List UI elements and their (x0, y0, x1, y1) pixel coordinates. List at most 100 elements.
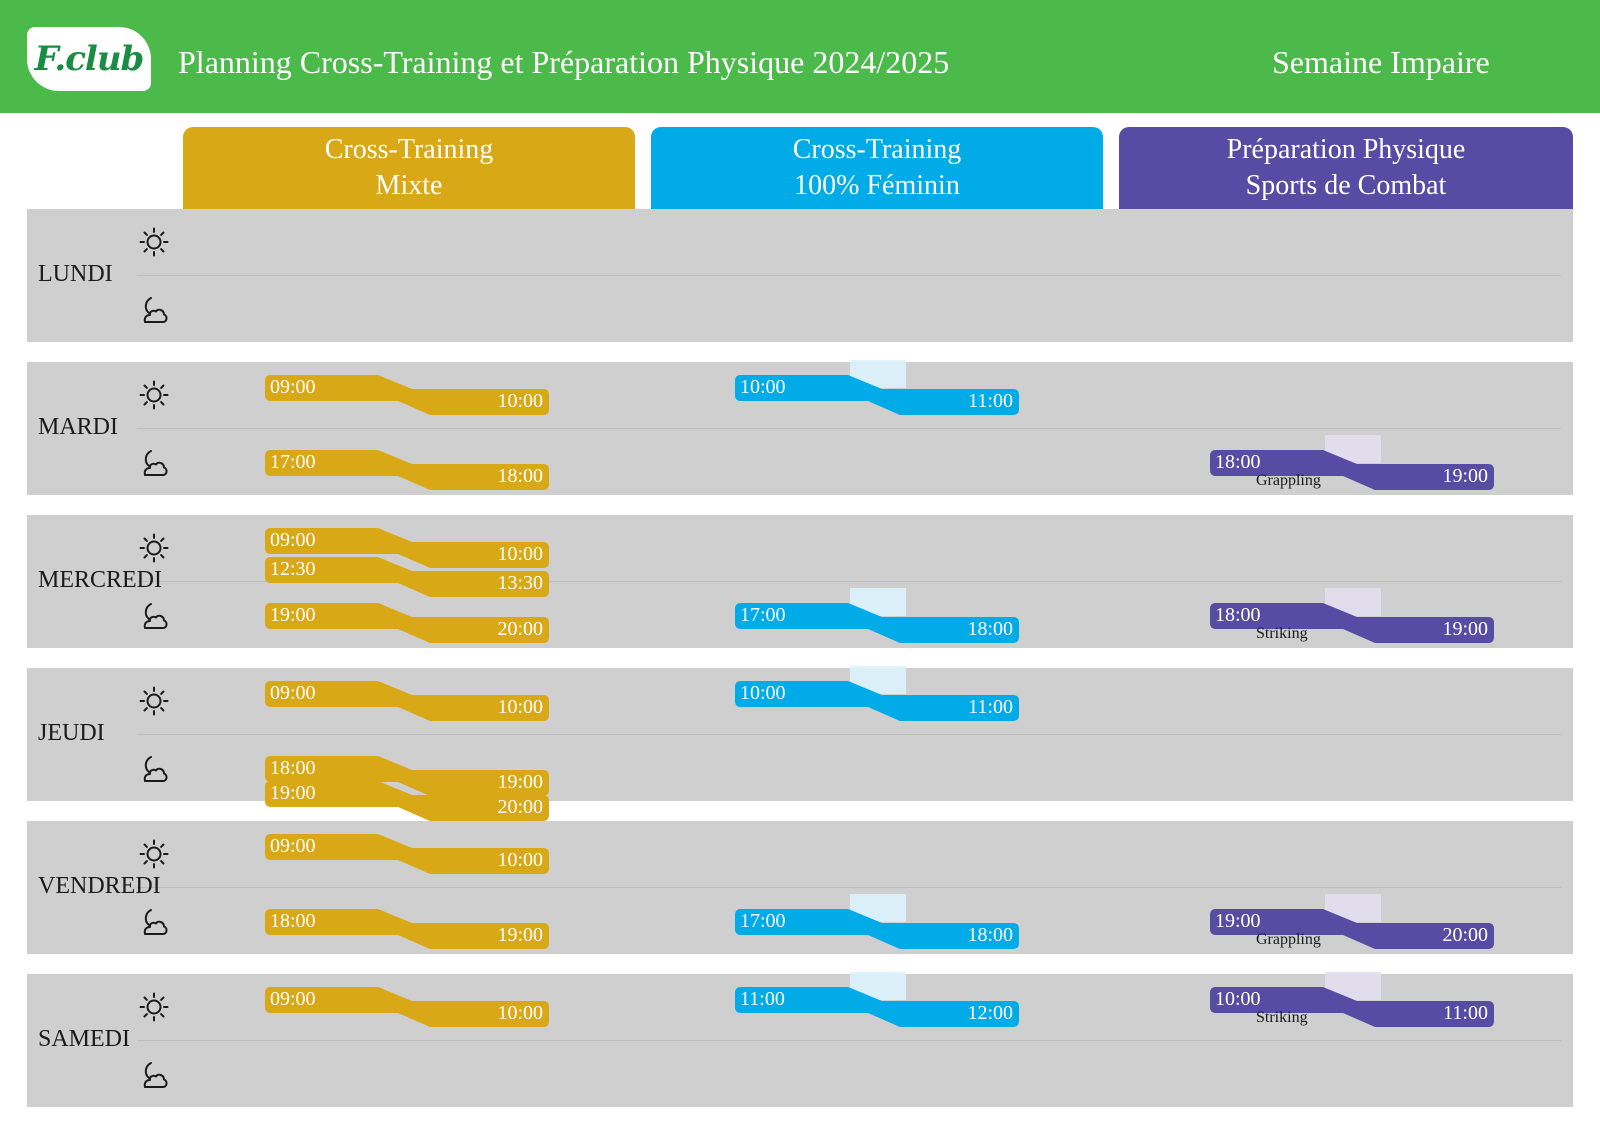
day-name: MARDI (38, 414, 119, 440)
session-start-time: 09:00 (270, 529, 316, 551)
column-header-line1: Préparation Physique (1226, 134, 1466, 165)
session-end-time: 11:00 (1443, 1002, 1488, 1024)
sun-icon (139, 839, 169, 869)
sun-icon (139, 380, 169, 410)
session-slot[interactable]: 18:00 19:00 Striking (1210, 603, 1494, 643)
session-slot[interactable]: 17:00 18:00 (735, 909, 1019, 949)
moon-cloud-icon (139, 295, 169, 325)
session-slot[interactable]: 10:00 11:00 (735, 681, 1019, 721)
session-start-time: 10:00 (1215, 988, 1261, 1010)
session-start-time: 10:00 (740, 376, 786, 398)
sun-icon (139, 533, 169, 563)
session-slot[interactable]: 09:00 10:00 (265, 528, 549, 568)
day-row-samedi: SAMEDI 09:00 10:00 11:00 12:00 10:00 11:00 Stri… (27, 972, 1573, 1107)
session-end-time: 10:00 (497, 696, 543, 718)
moon-cloud-icon (139, 754, 169, 784)
sun-icon (139, 992, 169, 1022)
moon-cloud-icon (139, 448, 169, 478)
row-divider (137, 887, 1561, 888)
week-label: Semaine Impaire (1272, 44, 1490, 80)
session-end-time: 18:00 (967, 924, 1013, 946)
session-start-time: 18:00 (1215, 451, 1261, 473)
session-end-time: 19:00 (1442, 465, 1488, 487)
day-row-vendredi: VENDREDI 09:00 10:00 18:00 19:00 17:00 18:00 19… (27, 821, 1573, 954)
session-slot[interactable]: 09:00 10:00 (265, 834, 549, 874)
session-end-time: 13:30 (497, 572, 543, 594)
session-discipline-label: Striking (1256, 625, 1308, 642)
sun-icon (139, 227, 169, 257)
column-header-line2: 100% Féminin (794, 170, 960, 201)
session-start-time: 12:30 (270, 558, 316, 580)
session-end-time: 18:00 (497, 465, 543, 487)
session-start-time: 19:00 (270, 782, 316, 804)
session-slot[interactable]: 09:00 10:00 (265, 375, 549, 415)
day-name: LUNDI (38, 261, 113, 287)
session-slot[interactable]: 10:00 11:00 (735, 375, 1019, 415)
session-start-time: 17:00 (740, 910, 786, 932)
row-divider (137, 581, 1561, 582)
day-row-mardi: MARDI 09:00 10:00 10:00 11:00 17:00 18:00 18:00… (27, 360, 1573, 495)
column-header-preparation-physique: Préparation Physique Sports de Combat (1119, 127, 1573, 209)
session-end-time: 20:00 (497, 796, 543, 818)
moon-cloud-icon (139, 601, 169, 631)
session-end-time: 18:00 (967, 618, 1013, 640)
day-name: JEUDI (38, 720, 105, 746)
session-start-time: 18:00 (270, 910, 316, 932)
row-divider (137, 1040, 1561, 1041)
session-slot[interactable]: 19:00 20:00 (265, 603, 549, 643)
day-row-lundi: LUNDI (27, 209, 1573, 342)
session-start-time: 10:00 (740, 682, 786, 704)
day-name: VENDREDI (38, 873, 161, 899)
session-slot[interactable]: 19:00 20:00 (265, 781, 549, 821)
session-start-time: 11:00 (740, 988, 785, 1010)
row-divider (137, 734, 1561, 735)
header-bar: F.club Planning Cross-Training et Prépar… (0, 0, 1600, 113)
moon-cloud-icon (139, 907, 169, 937)
page-title: Planning Cross-Training et Préparation P… (178, 44, 950, 80)
session-slot[interactable]: 09:00 10:00 (265, 987, 549, 1027)
session-slot[interactable]: 10:00 11:00 Striking (1210, 987, 1494, 1027)
session-end-time: 10:00 (497, 849, 543, 871)
sun-icon (139, 686, 169, 716)
session-slot[interactable]: 17:00 18:00 (265, 450, 549, 490)
day-row-mercredi: MERCREDI 09:00 10:00 12:30 13:30 19:00 20:00 17… (27, 515, 1573, 648)
column-header-line2: Sports de Combat (1245, 170, 1447, 201)
session-start-time: 18:00 (270, 757, 316, 779)
session-discipline-label: Grappling (1256, 931, 1321, 948)
session-start-time: 09:00 (270, 376, 316, 398)
session-slot[interactable]: 18:00 19:00 Grappling (1210, 450, 1494, 490)
session-discipline-label: Grappling (1256, 472, 1321, 489)
session-end-time: 20:00 (497, 618, 543, 640)
session-end-time: 10:00 (497, 1002, 543, 1024)
session-start-time: 17:00 (740, 604, 786, 626)
session-slot[interactable]: 18:00 19:00 (265, 909, 549, 949)
session-start-time: 18:00 (1215, 604, 1261, 626)
session-slot[interactable]: 12:30 13:30 (265, 557, 549, 597)
row-divider (137, 428, 1561, 429)
session-end-time: 10:00 (497, 543, 543, 565)
session-end-time: 20:00 (1442, 924, 1488, 946)
session-slot[interactable]: 11:00 12:00 (735, 987, 1019, 1027)
session-end-time: 11:00 (968, 390, 1013, 412)
day-name: MERCREDI (38, 567, 163, 593)
session-discipline-label: Striking (1256, 1009, 1308, 1026)
row-divider (137, 275, 1561, 276)
session-slot[interactable]: 18:00 19:00 (265, 756, 549, 796)
session-start-time: 17:00 (270, 451, 316, 473)
column-header-line2: Mixte (375, 170, 443, 201)
session-slot[interactable]: 09:00 10:00 (265, 681, 549, 721)
session-slot[interactable]: 17:00 18:00 (735, 603, 1019, 643)
day-name: SAMEDI (38, 1026, 131, 1052)
session-end-time: 11:00 (968, 696, 1013, 718)
session-start-time: 19:00 (270, 604, 316, 626)
session-end-time: 19:00 (497, 771, 543, 793)
column-header-line1: Cross-Training (324, 134, 494, 165)
session-start-time: 09:00 (270, 835, 316, 857)
moon-cloud-icon (139, 1060, 169, 1090)
day-row-jeudi: JEUDI 09:00 10:00 10:00 11:00 18:00 19:00 19:00… (27, 666, 1573, 821)
session-end-time: 19:00 (497, 924, 543, 946)
session-start-time: 09:00 (270, 682, 316, 704)
session-slot[interactable]: 19:00 20:00 Grappling (1210, 909, 1494, 949)
fclub-logo: F.club (27, 27, 151, 91)
column-header-cross-training-mixte: Cross-Training Mixte (183, 127, 635, 209)
